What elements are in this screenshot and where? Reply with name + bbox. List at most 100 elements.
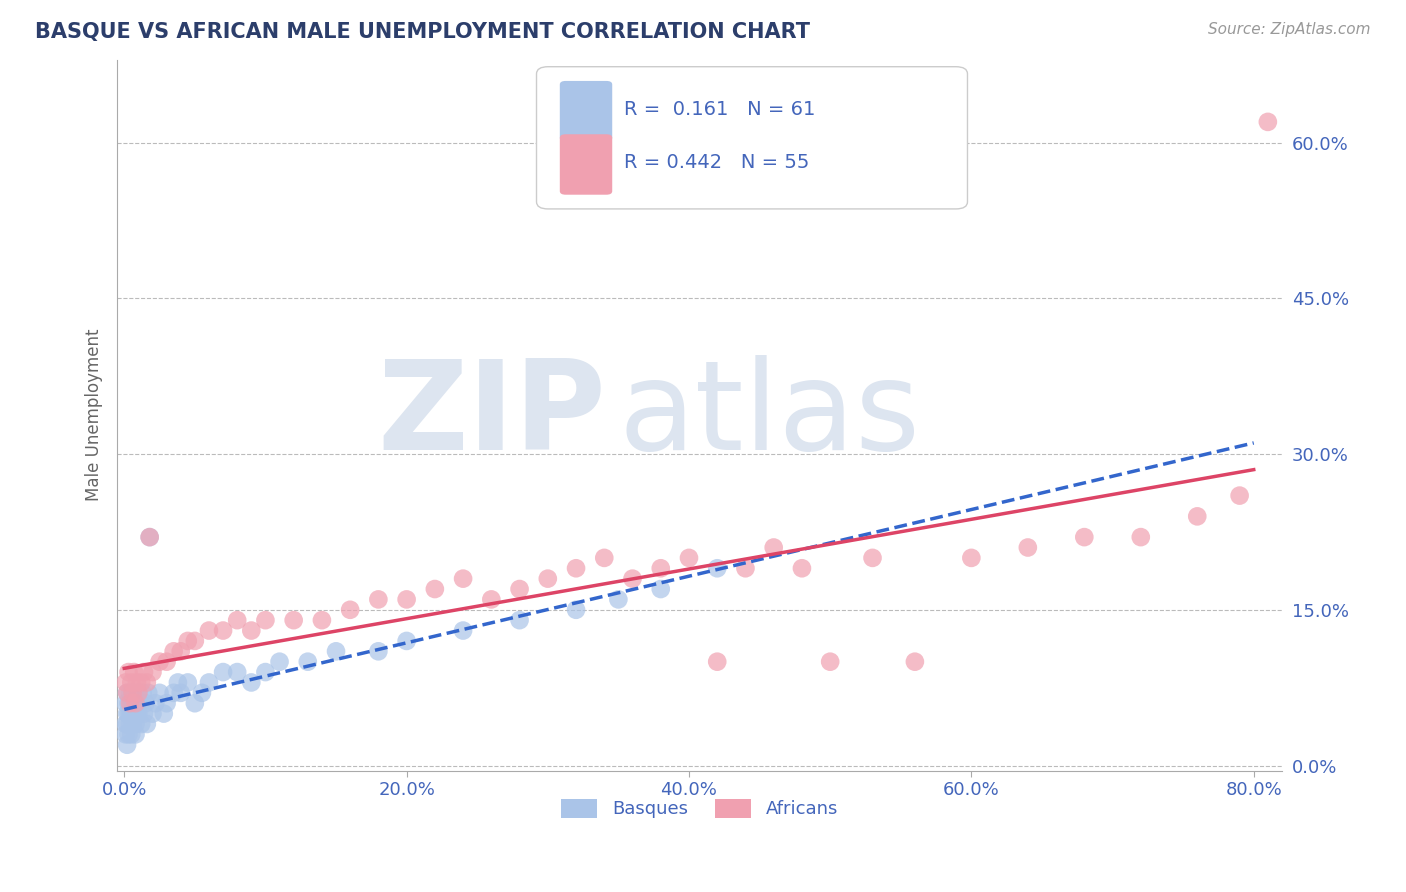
Point [184, 696, 207, 710]
Point [706, 655, 728, 669]
Point [122, 706, 145, 721]
Point [706, 561, 728, 575]
Point [621, 572, 644, 586]
Point [120, 727, 142, 741]
Point [141, 706, 163, 721]
Point [125, 675, 148, 690]
Point [1073, 530, 1095, 544]
Point [790, 561, 813, 575]
Point [1017, 541, 1039, 555]
FancyBboxPatch shape [560, 81, 612, 141]
Point [1229, 489, 1251, 503]
Point [120, 675, 142, 690]
Point [212, 665, 235, 679]
Point [678, 550, 700, 565]
Point [117, 706, 139, 721]
Point [184, 634, 207, 648]
Point [134, 696, 156, 710]
Point [650, 561, 672, 575]
Point [283, 613, 305, 627]
Point [254, 613, 277, 627]
Point [124, 696, 146, 710]
Point [115, 717, 138, 731]
Point [148, 655, 170, 669]
Point [191, 686, 214, 700]
Point [124, 717, 146, 731]
Point [198, 624, 221, 638]
Point [509, 613, 531, 627]
Point [170, 686, 193, 700]
Point [129, 675, 152, 690]
Point [152, 706, 174, 721]
Point [339, 603, 361, 617]
Point [121, 717, 143, 731]
Point [367, 592, 389, 607]
Point [148, 686, 170, 700]
Point [136, 686, 159, 700]
Text: Source: ZipAtlas.com: Source: ZipAtlas.com [1208, 22, 1371, 37]
Text: R = 0.442   N = 55: R = 0.442 N = 55 [624, 153, 810, 172]
Point [138, 530, 160, 544]
Point [117, 696, 139, 710]
Point [537, 572, 560, 586]
Point [117, 727, 139, 741]
Point [734, 561, 756, 575]
Point [127, 706, 149, 721]
Point [904, 655, 927, 669]
Point [135, 717, 157, 731]
Point [128, 696, 150, 710]
Point [135, 675, 157, 690]
Point [114, 696, 136, 710]
Point [121, 686, 143, 700]
Point [1129, 530, 1152, 544]
Point [155, 696, 177, 710]
Text: atlas: atlas [619, 355, 920, 475]
Point [170, 644, 193, 658]
Point [167, 675, 190, 690]
Point [240, 624, 263, 638]
Point [163, 644, 186, 658]
Point [114, 717, 136, 731]
Point [395, 634, 418, 648]
Y-axis label: Male Unemployment: Male Unemployment [86, 329, 103, 501]
Text: BASQUE VS AFRICAN MALE UNEMPLOYMENT CORRELATION CHART: BASQUE VS AFRICAN MALE UNEMPLOYMENT CORR… [35, 22, 810, 42]
Point [177, 634, 200, 648]
Point [138, 530, 160, 544]
Point [565, 561, 588, 575]
FancyBboxPatch shape [560, 135, 612, 194]
Point [122, 696, 145, 710]
Text: ZIP: ZIP [378, 355, 606, 475]
Point [297, 655, 319, 669]
Point [226, 613, 249, 627]
Point [1187, 509, 1209, 524]
Point [118, 706, 141, 721]
Point [862, 550, 884, 565]
Point [121, 686, 143, 700]
Legend: Basques, Africans: Basques, Africans [554, 792, 845, 826]
Point [120, 706, 142, 721]
Point [509, 582, 531, 596]
Point [1257, 115, 1279, 129]
Point [451, 624, 474, 638]
Point [240, 675, 263, 690]
Point [254, 665, 277, 679]
Point [124, 727, 146, 741]
Point [132, 706, 155, 721]
Point [118, 686, 141, 700]
Point [212, 624, 235, 638]
Point [127, 686, 149, 700]
Point [593, 550, 616, 565]
Point [650, 582, 672, 596]
Point [122, 665, 145, 679]
Point [124, 696, 146, 710]
Point [367, 644, 389, 658]
Point [226, 665, 249, 679]
Point [269, 655, 291, 669]
Point [762, 541, 785, 555]
Point [125, 706, 148, 721]
Point [114, 727, 136, 741]
Point [143, 696, 166, 710]
Point [155, 655, 177, 669]
Point [177, 675, 200, 690]
Point [131, 686, 153, 700]
